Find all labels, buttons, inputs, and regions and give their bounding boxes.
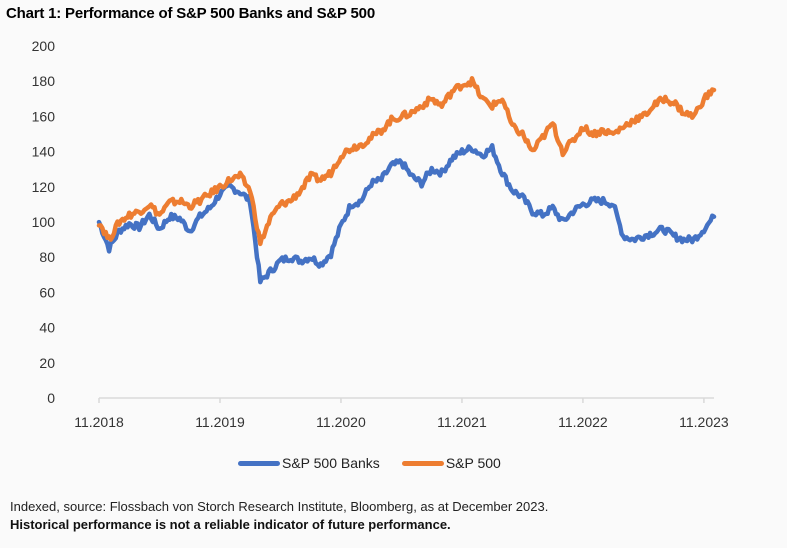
x-tick-label: 11.2018: [74, 414, 124, 430]
y-tick-label: 20: [39, 355, 55, 371]
y-tick-label: 100: [32, 214, 56, 230]
x-tick-label: 11.2022: [558, 414, 608, 430]
y-tick-label: 160: [32, 108, 56, 124]
y-tick-label: 140: [32, 144, 56, 160]
legend-item-banks[interactable]: S&P 500 Banks: [238, 455, 380, 471]
y-tick-label: 0: [47, 390, 55, 406]
series-group: [96, 76, 717, 285]
legend-item-sp500[interactable]: S&P 500: [401, 455, 501, 471]
y-axis: 0 20 40 60 80 100 120 140 160 180 200: [32, 38, 56, 406]
y-tick-label: 60: [39, 284, 55, 300]
source-note: Indexed, source: Flossbach von Storch Re…: [10, 499, 549, 514]
x-axis: 11.2018 11.2019 11.2020 11.2021 11.2022 11.20…: [74, 397, 729, 430]
legend-label-sp500: S&P 500: [445, 455, 501, 471]
y-tick-label: 180: [32, 73, 56, 89]
series-line-sp500: [96, 76, 717, 247]
disclaimer: Historical performance is not a reliable…: [10, 517, 451, 532]
legend-swatch-banks: [238, 460, 280, 466]
chart-title: Chart 1: Performance of S&P 500 Banks an…: [6, 5, 375, 22]
x-tick-label: 11.2020: [316, 414, 366, 430]
series-line-banks: [96, 143, 717, 285]
x-tick-label: 11.2019: [195, 414, 245, 430]
legend-swatch-sp500: [401, 460, 444, 466]
x-tick-label: 11.2023: [679, 414, 729, 430]
y-tick-label: 80: [39, 249, 55, 265]
x-tick-label: 11.2021: [437, 414, 487, 430]
y-tick-label: 40: [39, 320, 55, 336]
y-tick-label: 200: [32, 38, 56, 54]
y-tick-label: 120: [32, 179, 56, 195]
legend: S&P 500 Banks S&P 500: [238, 455, 523, 471]
legend-label-banks: S&P 500 Banks: [282, 455, 380, 471]
